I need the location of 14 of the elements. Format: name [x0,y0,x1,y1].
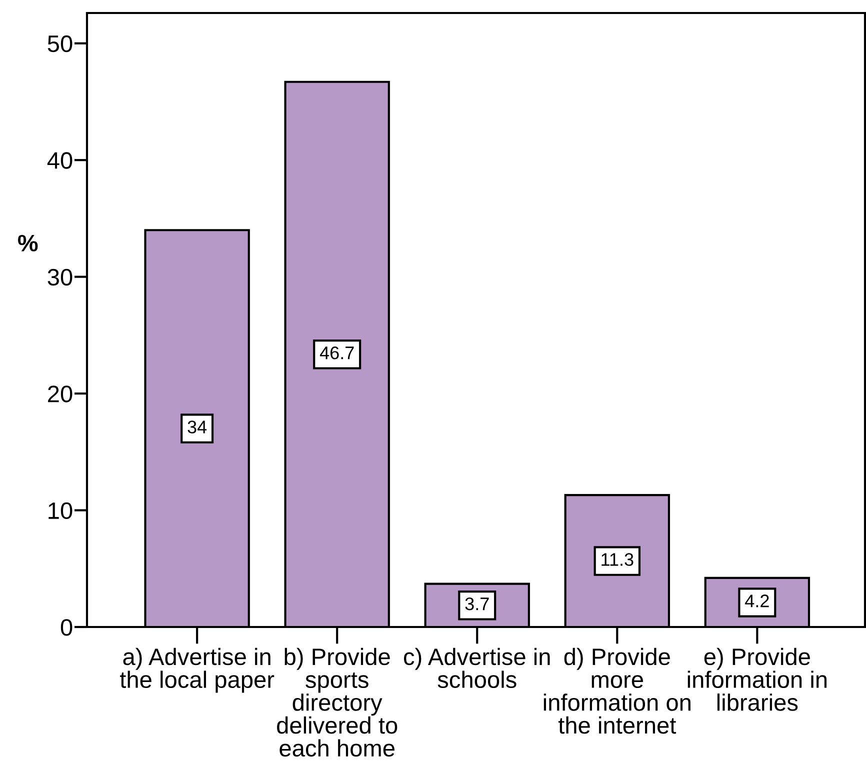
y-tick-label: 50 [48,35,72,52]
x-tick-label: a) Advertise in the local paper [120,648,274,693]
y-tick-label: 10 [48,502,72,520]
data-label: 46.7 [320,346,354,360]
x-tick-label: b) Provide sports directory delivered to each home [277,648,398,757]
data-label: 3.7 [465,597,489,610]
data-label: 11.3 [602,553,634,566]
y-tick-label: 30 [48,268,72,286]
y-axis-title: % [18,234,38,252]
y-tick-label: 20 [48,386,72,402]
y-tick-label: 0 [60,619,72,636]
y-tick-label: 40 [47,152,72,169]
data-label: 34 [188,420,207,434]
data-label: 4.2 [745,594,769,608]
